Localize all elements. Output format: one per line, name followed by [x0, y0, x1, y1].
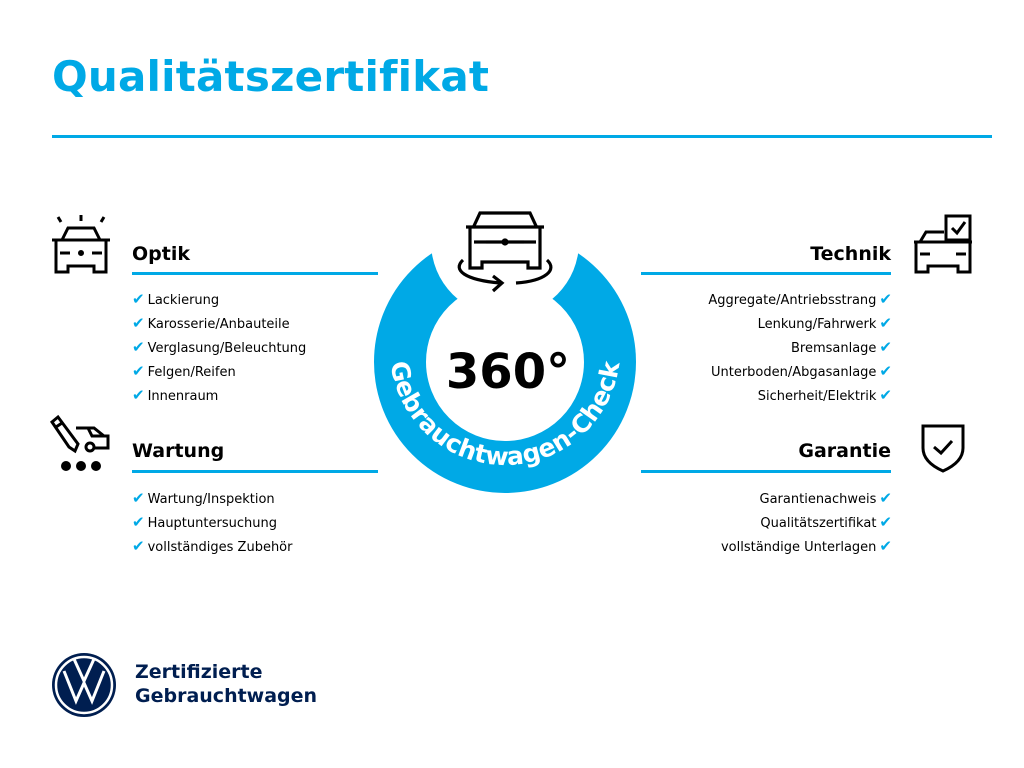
list-item: Lenkung/Fahrwerk ✔ — [757, 314, 892, 332]
check-icon: ✔ — [879, 513, 892, 531]
garantie-heading: Garantie — [798, 440, 891, 462]
list-item: Qualitätszertifikat ✔ — [760, 513, 892, 531]
optik-heading: Optik — [132, 243, 190, 265]
page-title: Qualitätszertifikat — [52, 52, 490, 101]
service-car-pencil-icon — [49, 414, 110, 471]
title-divider — [52, 135, 992, 138]
list-item: Sicherheit/Elektrik ✔ — [757, 386, 892, 404]
list-item: ✔ Hauptuntersuchung — [132, 513, 277, 531]
check-icon: ✔ — [879, 489, 892, 507]
list-item: vollständige Unterlagen ✔ — [720, 537, 892, 555]
wartung-heading: Wartung — [132, 440, 225, 462]
shield-check-icon — [921, 424, 965, 473]
optik-underline — [132, 272, 378, 275]
list-item: Garantienachweis ✔ — [759, 489, 892, 507]
wartung-underline — [132, 470, 378, 473]
list-item: ✔ Karosserie/Anbauteile — [132, 314, 290, 332]
list-item: Unterboden/Abgasanlage ✔ — [710, 362, 892, 380]
optik-list: ✔ Lackierung ✔ Karosserie/Anbauteile ✔ Verg… — [132, 287, 306, 407]
check-icon: ✔ — [879, 338, 892, 356]
check-icon: ✔ — [879, 386, 892, 404]
garantie-underline — [641, 470, 891, 473]
car-checklist-icon — [914, 214, 972, 274]
list-item: ✔ vollständiges Zubehör — [132, 537, 293, 555]
footer-line-1: Zertifizierte — [135, 661, 263, 683]
technik-list: Aggregate/Antriebsstrang ✔ Lenkung/Fahrwe… — [708, 287, 892, 407]
check-icon: ✔ — [132, 290, 145, 308]
check-icon: ✔ — [132, 338, 145, 356]
technik-underline — [641, 272, 891, 275]
check-icon: ✔ — [132, 362, 145, 380]
vw-logo — [52, 653, 116, 717]
list-item: ✔ Lackierung — [132, 290, 220, 308]
footer-brand-text: Zertifizierte Gebrauchtwagen — [135, 660, 317, 708]
wartung-list: ✔ Wartung/Inspektion ✔ Hauptuntersuchung ✔… — [132, 486, 292, 558]
degrees-label: 360° — [446, 344, 570, 400]
technik-heading: Technik — [810, 243, 891, 265]
rotating-car-icon — [457, 211, 553, 293]
check-icon: ✔ — [132, 513, 145, 531]
check-icon: ✔ — [879, 290, 892, 308]
list-item: ✔ Wartung/Inspektion — [132, 489, 275, 507]
garantie-list: Garantienachweis ✔ Qualitätszertifikat ✔ v… — [721, 486, 892, 558]
list-item: ✔ Felgen/Reifen — [132, 362, 236, 380]
list-item: Aggregate/Antriebsstrang ✔ — [708, 290, 892, 308]
footer-line-2: Gebrauchtwagen — [135, 685, 318, 707]
list-item: ✔ Innenraum — [132, 386, 219, 404]
check-icon: ✔ — [879, 362, 892, 380]
check-icon: ✔ — [132, 386, 145, 404]
check-icon: ✔ — [132, 537, 145, 555]
check-icon: ✔ — [879, 537, 892, 555]
gebrauchtwagen-check-badge: Gebrauchtwagen-Check 360° — [374, 200, 636, 493]
check-icon: ✔ — [879, 314, 892, 332]
check-icon: ✔ — [132, 314, 145, 332]
list-item: Bremsanlage ✔ — [790, 338, 892, 356]
car-lights-icon — [52, 215, 110, 274]
list-item: ✔ Verglasung/Beleuchtung — [132, 338, 307, 356]
check-icon: ✔ — [132, 489, 145, 507]
